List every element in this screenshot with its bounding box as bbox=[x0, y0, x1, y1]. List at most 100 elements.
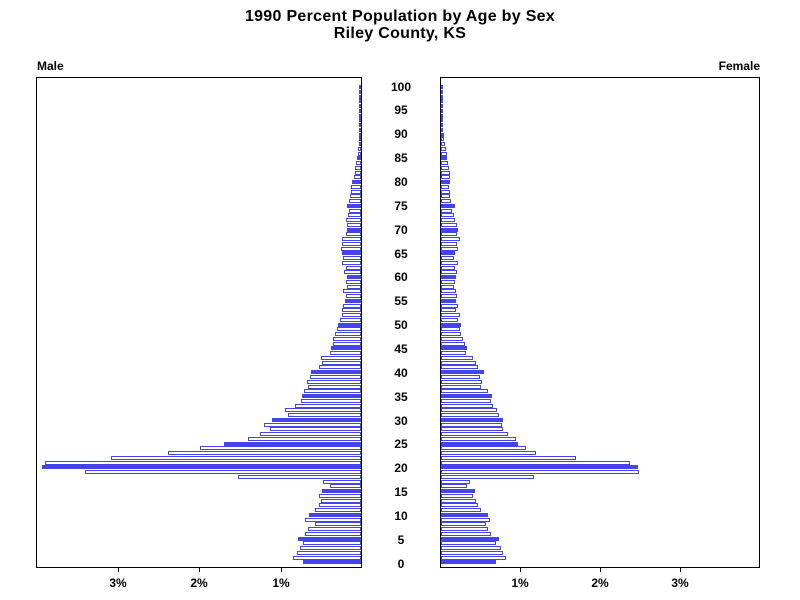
male-bar-age-99 bbox=[359, 89, 361, 94]
age-tick-label-45: 45 bbox=[394, 341, 408, 356]
male-bar-age-90 bbox=[359, 132, 361, 137]
male-bar-age-91 bbox=[359, 127, 361, 132]
female-bar-age-96 bbox=[441, 104, 443, 109]
male-bar-age-54 bbox=[343, 303, 361, 308]
female-bar-age-92 bbox=[441, 123, 443, 128]
age-axis-labels: 0 5 10 15 20 25 30 35 40 45 50 55 60 65 70 75 80 85 90 95 10… bbox=[362, 77, 440, 571]
male-bar-age-43 bbox=[321, 355, 361, 360]
male-bar-age-88 bbox=[359, 142, 361, 147]
female-bar-age-76 bbox=[441, 199, 451, 204]
female-xtick-label-1pct: 1% bbox=[511, 576, 529, 590]
female-bar-age-100 bbox=[441, 85, 443, 90]
male-bar-age-13 bbox=[321, 498, 361, 503]
male-bar-age-93 bbox=[359, 118, 361, 123]
female-bar-age-15 bbox=[441, 489, 475, 493]
female-bar-age-83 bbox=[441, 165, 449, 170]
male-bar-age-68 bbox=[342, 237, 361, 242]
male-bar-age-83 bbox=[355, 165, 361, 170]
female-bar-age-63 bbox=[441, 260, 458, 265]
female-xtick-label-2pct: 2% bbox=[591, 576, 609, 590]
female-bar-age-93 bbox=[441, 118, 443, 123]
male-bar-age-29 bbox=[264, 422, 361, 427]
female-bar-age-39 bbox=[441, 375, 480, 379]
male-bar-age-38 bbox=[307, 379, 361, 384]
male-bar-age-28 bbox=[270, 427, 361, 432]
female-bar-age-5 bbox=[441, 536, 499, 541]
male-bar-age-51 bbox=[340, 317, 361, 322]
male-bar-age-86 bbox=[358, 151, 361, 156]
female-bar-age-45 bbox=[441, 346, 467, 351]
female-bar-age-62 bbox=[441, 265, 455, 270]
female-bar-age-12 bbox=[441, 503, 478, 508]
male-bar-age-80 bbox=[352, 180, 361, 185]
female-bar-age-99 bbox=[441, 89, 443, 94]
male-bar-age-58 bbox=[347, 284, 361, 289]
female-xtick-label-3pct: 3% bbox=[671, 576, 689, 590]
male-bar-age-9 bbox=[305, 517, 361, 522]
male-bar-age-5 bbox=[298, 536, 361, 541]
female-bar-age-42 bbox=[441, 360, 476, 365]
female-bar-age-57 bbox=[441, 289, 456, 294]
age-tick-label-60: 60 bbox=[394, 270, 408, 285]
male-bar-age-14 bbox=[319, 493, 361, 498]
male-bar-age-94 bbox=[359, 113, 361, 118]
female-bar-age-26 bbox=[441, 436, 516, 441]
female-bar-age-58 bbox=[441, 284, 454, 289]
female-bar-age-73 bbox=[441, 213, 454, 218]
male-bar-age-22 bbox=[111, 455, 361, 460]
female-bar-age-80 bbox=[441, 180, 450, 185]
male-bar-age-69 bbox=[346, 232, 361, 237]
male-bar-age-55 bbox=[345, 298, 361, 303]
male-bar-age-59 bbox=[346, 279, 361, 284]
age-tick-label-25: 25 bbox=[394, 437, 408, 452]
female-bar-age-13 bbox=[441, 498, 476, 503]
male-bar-age-7 bbox=[308, 527, 361, 531]
age-tick-label-90: 90 bbox=[394, 127, 408, 142]
female-bar-age-0 bbox=[441, 560, 496, 565]
male-bar-age-89 bbox=[359, 137, 361, 142]
female-bar-age-18 bbox=[441, 474, 534, 479]
female-bar-age-69 bbox=[441, 232, 457, 237]
age-tick-label-15: 15 bbox=[394, 485, 408, 500]
female-bar-age-84 bbox=[441, 161, 448, 166]
female-bar-age-81 bbox=[441, 175, 450, 180]
male-bar-age-35 bbox=[302, 394, 361, 398]
male-bar-age-44 bbox=[330, 351, 361, 356]
female-bar-age-47 bbox=[441, 336, 463, 341]
male-bar-age-100 bbox=[359, 85, 361, 90]
age-tick-label-20: 20 bbox=[394, 461, 408, 476]
female-bar-age-49 bbox=[441, 327, 460, 332]
male-panel-label: Male bbox=[37, 59, 64, 73]
female-bar-age-50 bbox=[441, 322, 461, 327]
male-bar-age-74 bbox=[349, 208, 361, 213]
female-bar-age-43 bbox=[441, 355, 473, 360]
male-bar-age-72 bbox=[346, 218, 361, 223]
male-bar-age-25 bbox=[224, 441, 361, 446]
male-bar-age-71 bbox=[347, 222, 361, 227]
female-bar-age-86 bbox=[441, 151, 447, 156]
male-bar-age-48 bbox=[335, 332, 361, 337]
female-bar-age-11 bbox=[441, 508, 481, 512]
female-bar-age-72 bbox=[441, 218, 455, 223]
male-bar-age-23 bbox=[168, 451, 361, 455]
male-bar-age-40 bbox=[311, 370, 361, 375]
age-tick-label-70: 70 bbox=[394, 222, 408, 237]
male-bar-age-41 bbox=[319, 365, 361, 370]
female-bar-age-91 bbox=[441, 127, 443, 132]
male-bar-age-6 bbox=[305, 531, 361, 536]
female-bar-age-97 bbox=[441, 99, 443, 104]
chart-title: 1990 Percent Population by Age by Sex bbox=[244, 8, 556, 25]
male-bar-age-18 bbox=[238, 474, 361, 479]
male-bar-age-87 bbox=[358, 146, 361, 151]
male-bar-age-66 bbox=[341, 246, 361, 251]
male-bar-age-30 bbox=[272, 417, 361, 422]
female-bar-age-61 bbox=[441, 270, 457, 275]
age-tick-label-0: 0 bbox=[397, 556, 405, 571]
female-bar-age-32 bbox=[441, 408, 497, 413]
male-bar-age-16 bbox=[330, 484, 361, 489]
female-bar-age-37 bbox=[441, 384, 481, 389]
female-bar-age-31 bbox=[441, 413, 499, 417]
age-tick-label-100: 100 bbox=[390, 79, 412, 94]
age-tick-label-95: 95 bbox=[394, 103, 408, 118]
